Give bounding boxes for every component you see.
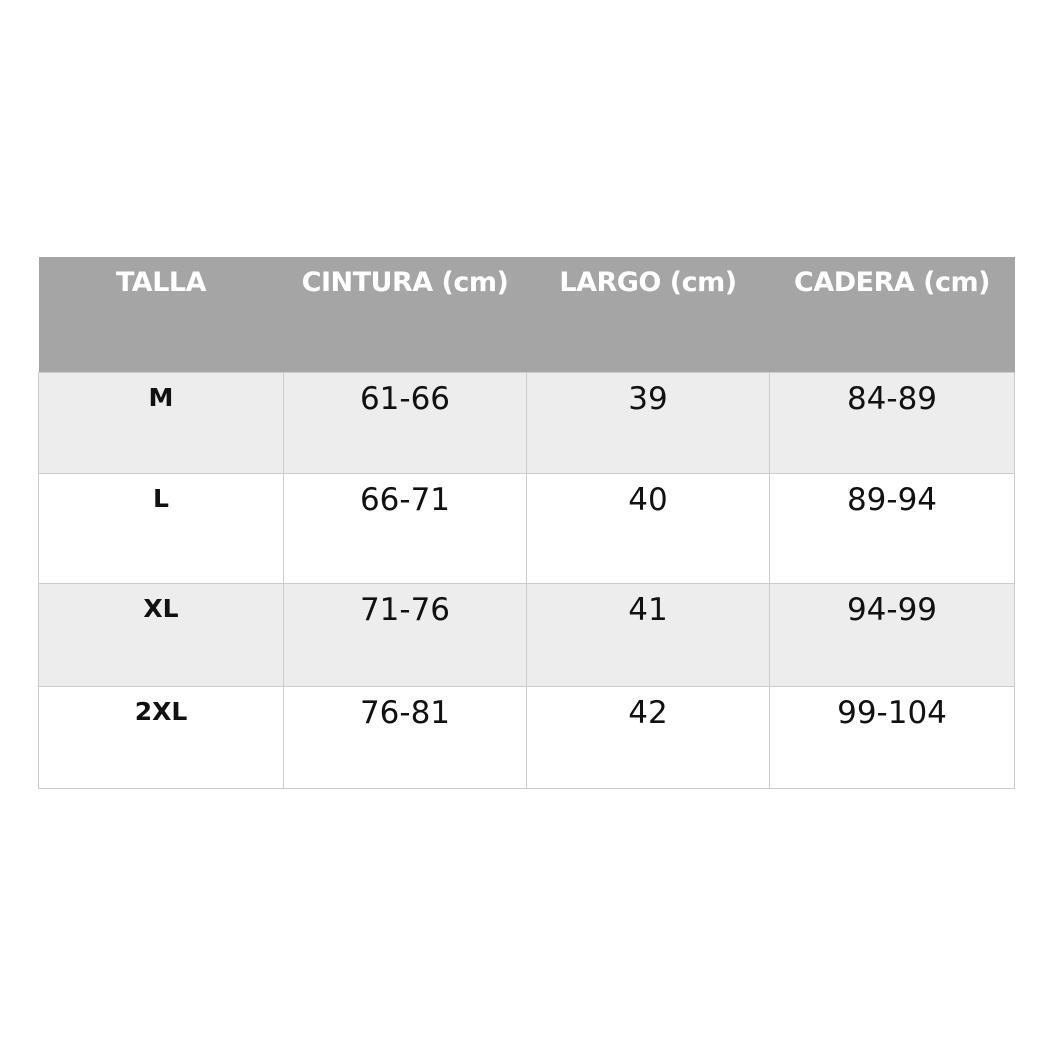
size-cell: 2XL [38,686,284,789]
header-row: TALLA CINTURA (cm) LARGO (cm) CADERA (cm… [38,257,1015,373]
size-cell: L [38,473,284,584]
hip-cell: 89-94 [769,473,1015,584]
hip-cell: 99-104 [769,686,1015,789]
length-cell: 40 [526,473,770,584]
header-talla: TALLA [38,257,284,373]
waist-cell: 61-66 [283,372,527,474]
table-row: XL 71-76 41 94-99 [38,583,1015,687]
length-cell: 41 [526,583,770,687]
waist-cell: 71-76 [283,583,527,687]
header-cadera: CADERA (cm) [769,257,1015,373]
header-largo: LARGO (cm) [526,257,770,373]
hip-cell: 94-99 [769,583,1015,687]
size-cell: XL [38,583,284,687]
waist-cell: 66-71 [283,473,527,584]
header-cintura: CINTURA (cm) [283,257,527,373]
table-row: L 66-71 40 89-94 [38,473,1015,584]
hip-cell: 84-89 [769,372,1015,474]
size-cell: M [38,372,284,474]
size-chart-table: TALLA CINTURA (cm) LARGO (cm) CADERA (cm… [38,257,1015,789]
table-row: 2XL 76-81 42 99-104 [38,686,1015,789]
table-row: M 61-66 39 84-89 [38,372,1015,474]
length-cell: 39 [526,372,770,474]
waist-cell: 76-81 [283,686,527,789]
length-cell: 42 [526,686,770,789]
